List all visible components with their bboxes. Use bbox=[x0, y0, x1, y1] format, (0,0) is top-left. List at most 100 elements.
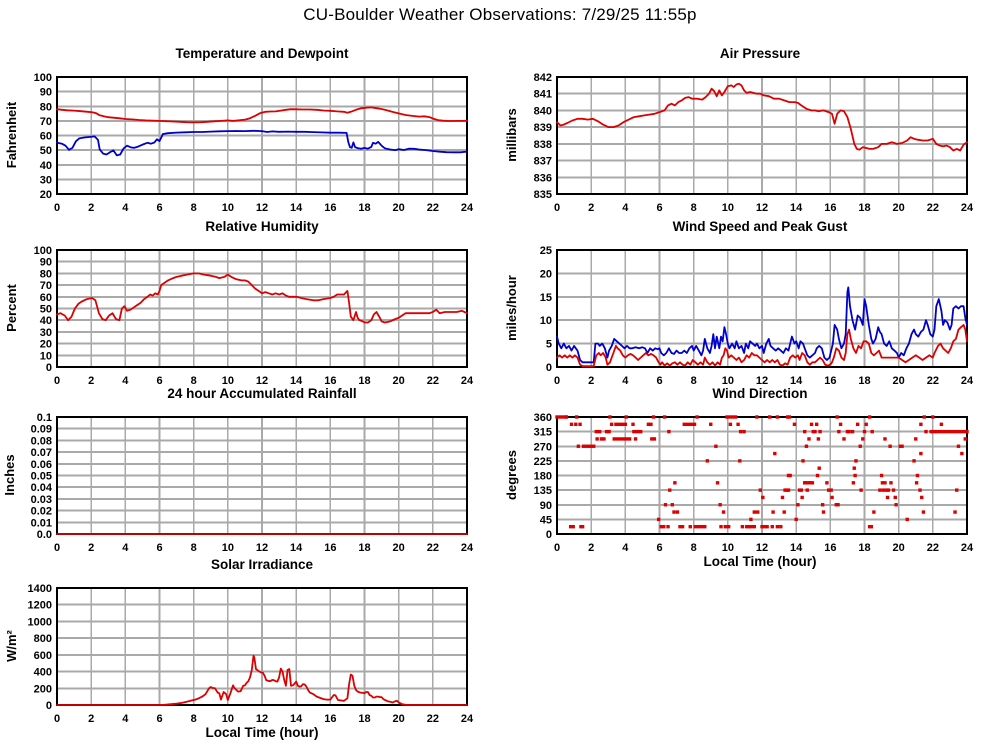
x-tick-label: 8 bbox=[191, 375, 197, 387]
scatter-point-wind-direction bbox=[956, 444, 961, 448]
scatter-point-wind-direction bbox=[579, 524, 583, 529]
x-tick-label: 0 bbox=[554, 542, 560, 554]
x-axis-label: Local Time (hour) bbox=[703, 554, 816, 569]
x-tick-label: 4 bbox=[622, 202, 629, 214]
y-tick-label: 1000 bbox=[28, 616, 52, 628]
scatter-point-wind-direction bbox=[912, 459, 916, 463]
scatter-point-wind-direction bbox=[668, 488, 672, 492]
x-tick-label: 8 bbox=[191, 713, 197, 725]
y-tick-label: 0 bbox=[46, 700, 52, 712]
scatter-point-wind-direction bbox=[885, 488, 889, 492]
scatter-run-wind-direction bbox=[748, 524, 757, 529]
scatter-point-wind-direction bbox=[607, 429, 611, 434]
scatter-point-wind-direction bbox=[646, 422, 651, 427]
x-tick-label: 6 bbox=[656, 202, 662, 214]
scatter-point-wind-direction bbox=[788, 473, 792, 478]
scatter-point-wind-direction bbox=[714, 444, 718, 448]
plot-area: 0.00.010.020.030.040.050.060.070.080.090… bbox=[31, 412, 474, 554]
scatter-point-wind-direction bbox=[891, 488, 896, 492]
scatter-point-wind-direction bbox=[667, 429, 671, 434]
scatter-point-wind-direction bbox=[801, 459, 805, 463]
x-tick-label: 18 bbox=[358, 542, 370, 554]
y-tick-label: 15 bbox=[540, 292, 552, 304]
x-tick-label: 8 bbox=[691, 202, 697, 214]
x-tick-label: 0 bbox=[54, 375, 60, 387]
scatter-run-wind-direction bbox=[693, 524, 707, 529]
scatter-point-wind-direction bbox=[834, 503, 839, 507]
x-tick-label: 22 bbox=[927, 542, 939, 554]
scatter-point-wind-direction bbox=[780, 495, 785, 500]
scatter-point-wind-direction bbox=[963, 437, 967, 441]
x-tick-label: 0 bbox=[54, 202, 60, 214]
scatter-point-wind-direction bbox=[880, 481, 885, 485]
page-title: CU-Boulder Weather Observations: 7/29/25… bbox=[303, 5, 697, 24]
scatter-point-wind-direction bbox=[775, 415, 780, 419]
x-tick-label: 0 bbox=[54, 713, 60, 725]
y-tick-label: 100 bbox=[34, 245, 52, 257]
chart-relative-humidity: Relative Humidity Percent 01020304050607… bbox=[4, 219, 474, 387]
scatter-point-wind-direction bbox=[650, 437, 654, 441]
scatter-point-wind-direction bbox=[796, 503, 800, 507]
scatter-point-wind-direction bbox=[804, 444, 809, 448]
scatter-point-wind-direction bbox=[578, 422, 582, 427]
y-tick-label: 45 bbox=[540, 514, 552, 526]
scatter-point-wind-direction bbox=[799, 488, 803, 492]
y-tick-label: 100 bbox=[34, 72, 52, 84]
plot-frame bbox=[556, 249, 968, 368]
y-tick-label: 90 bbox=[540, 500, 552, 512]
y-tick-label: 0 bbox=[546, 362, 552, 374]
x-tick-label: 10 bbox=[722, 375, 734, 387]
y-axis-label: W/m² bbox=[4, 629, 19, 661]
x-tick-label: 2 bbox=[588, 202, 594, 214]
series-dewpoint bbox=[56, 129, 468, 157]
scatter-point-wind-direction bbox=[758, 488, 762, 492]
scatter-point-wind-direction bbox=[608, 415, 612, 419]
plot-frame bbox=[556, 416, 968, 535]
chart-title: Wind Direction bbox=[712, 386, 807, 401]
scatter-point-wind-direction bbox=[924, 429, 928, 434]
scatter-point-wind-direction bbox=[775, 524, 780, 529]
y-tick-label: 270 bbox=[534, 441, 552, 453]
y-tick-label: 0.03 bbox=[31, 494, 52, 506]
x-tick-label: 24 bbox=[961, 542, 974, 554]
y-tick-label: 80 bbox=[40, 268, 52, 280]
x-tick-label: 24 bbox=[461, 202, 474, 214]
x-tick-label: 18 bbox=[358, 713, 370, 725]
x-tick-label: 16 bbox=[324, 202, 336, 214]
chart-title: Air Pressure bbox=[720, 46, 801, 61]
scatter-point-wind-direction bbox=[808, 481, 812, 485]
scatter-point-wind-direction bbox=[728, 422, 733, 427]
x-tick-label: 24 bbox=[461, 375, 474, 387]
scatter-point-wind-direction bbox=[719, 524, 723, 529]
scatter-point-wind-direction bbox=[817, 466, 821, 470]
y-tick-label: 90 bbox=[40, 87, 52, 99]
x-tick-label: 24 bbox=[961, 375, 974, 387]
scatter-point-wind-direction bbox=[662, 524, 666, 529]
x-tick-label: 14 bbox=[290, 375, 303, 387]
x-tick-label: 4 bbox=[122, 542, 129, 554]
scatter-point-wind-direction bbox=[738, 429, 743, 434]
x-tick-label: 24 bbox=[461, 542, 474, 554]
x-tick-label: 14 bbox=[790, 202, 803, 214]
scatter-point-wind-direction bbox=[861, 437, 865, 441]
scatter-point-wind-direction bbox=[921, 510, 926, 514]
scatter-point-wind-direction bbox=[673, 481, 677, 485]
scatter-point-wind-direction bbox=[803, 429, 807, 434]
y-tick-label: 50 bbox=[40, 145, 52, 157]
series-pressure bbox=[556, 82, 968, 152]
y-tick-label: 835 bbox=[534, 189, 552, 201]
scatter-point-wind-direction bbox=[782, 510, 786, 514]
scatter-point-wind-direction bbox=[869, 524, 874, 529]
scatter-run-wind-direction bbox=[632, 429, 643, 434]
scatter-point-wind-direction bbox=[814, 422, 819, 427]
x-tick-label: 8 bbox=[691, 375, 697, 387]
y-tick-label: 0.07 bbox=[31, 447, 52, 459]
x-tick-label: 10 bbox=[722, 202, 734, 214]
x-tick-label: 22 bbox=[927, 375, 939, 387]
scatter-point-wind-direction bbox=[864, 422, 868, 427]
y-tick-label: 0.09 bbox=[31, 424, 52, 436]
y-tick-label: 20 bbox=[540, 268, 552, 280]
